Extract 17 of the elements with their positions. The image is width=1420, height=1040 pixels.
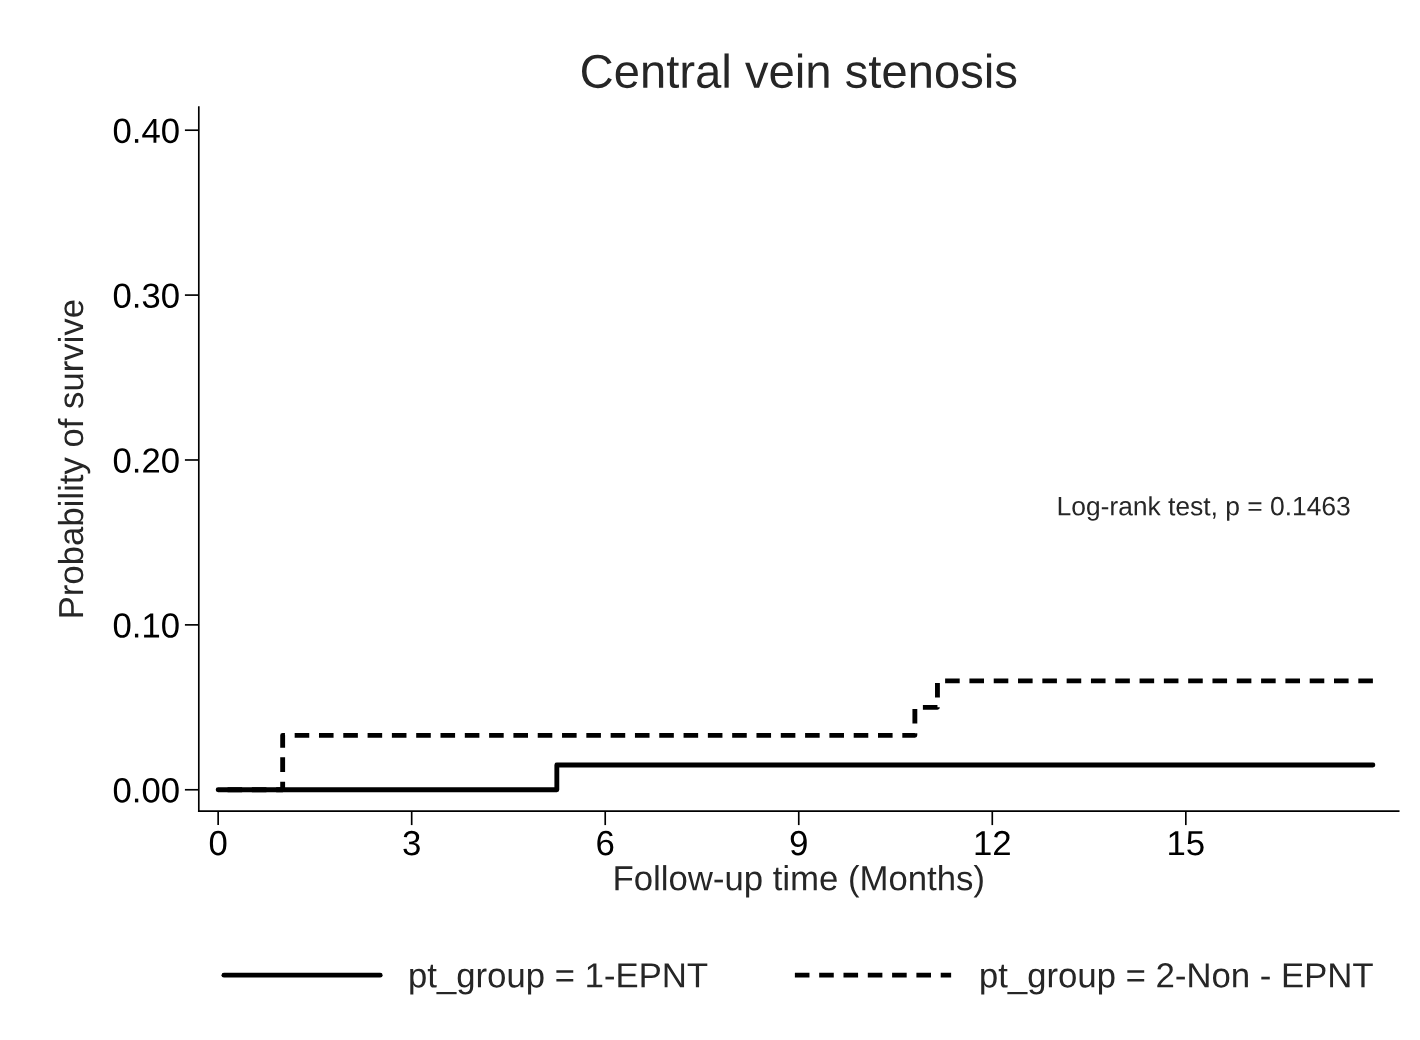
y-axis-title: Probability of survive xyxy=(57,300,91,617)
y-tick-label: 0.00 xyxy=(113,778,179,803)
x-tick-label: 6 xyxy=(597,830,614,856)
y-tick-label: 0.40 xyxy=(113,118,179,144)
x-tick-label: 9 xyxy=(790,830,807,856)
x-axis-title: Follow-up time (Months) xyxy=(615,865,983,898)
chart-title: Central vein stenosis xyxy=(582,53,1017,89)
legend-label: pt_group = 2-Non - EPNT xyxy=(981,963,1373,995)
x-tick-label: 3 xyxy=(403,830,420,856)
x-tick-label: 0 xyxy=(209,830,227,856)
x-tick-label: 15 xyxy=(1169,831,1204,856)
y-tick-label: 0.20 xyxy=(113,448,179,473)
y-tick-label: 0.30 xyxy=(113,283,179,309)
annotation: Log-rank test, p = 0.1463 xyxy=(1058,496,1350,521)
y-tick-label: 0.10 xyxy=(113,613,179,638)
legend-label: pt_group = 1-EPNT xyxy=(410,963,708,995)
x-tick-label: 12 xyxy=(975,830,1010,856)
